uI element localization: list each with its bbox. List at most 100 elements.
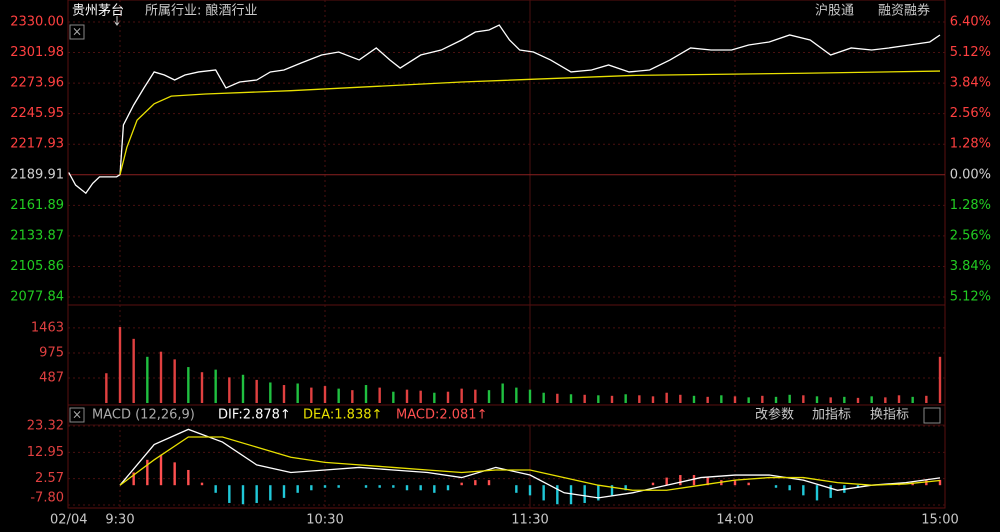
x-tick-label: 14:00 [716,513,753,528]
y2-tick-label: 1.28% [950,137,991,152]
line-series [68,24,941,195]
macd-bar [597,485,600,501]
line-series [119,428,941,499]
volume-bar [501,383,504,403]
volume-bar [884,397,887,403]
volume-bar [392,391,395,403]
volume-bar [733,396,737,403]
macd-bar [938,479,942,486]
macd-bar [337,485,340,488]
y-tick-label: -7.80 [30,491,64,506]
y2-tick-label: 5.12% [950,290,991,305]
macd-bar [255,485,258,503]
y-tick-label: 2161.89 [10,198,64,213]
button[interactable]: 加指标 [812,408,851,423]
y-tick-label: 23.32 [27,419,64,434]
volume-bar [337,388,340,403]
volume-bar [624,394,627,403]
y-tick-label: 1463 [31,320,64,335]
volume-bar [679,394,682,403]
macd-bar [433,485,436,493]
volume-bar [556,393,559,403]
macd-frame [67,404,946,509]
indicator-title: MACD (12,26,9) [92,408,195,423]
volume-bar [214,369,217,403]
volume-bar [282,385,286,403]
macd-bar [925,480,928,486]
y-tick-label: 2189.91 [10,167,64,182]
y-tick-label: 2077.84 [10,290,64,305]
macd-bar [569,485,573,505]
macd-bar [706,477,709,486]
stock-name: 贵州茅台 [72,4,124,19]
volume-bar [187,367,190,403]
x-tick-label: 02/04 [50,513,87,528]
y-tick-label: 2301.98 [10,45,64,60]
macd-bar [282,485,286,498]
y2-tick-label: 2.56% [950,228,991,243]
macd-bar [856,485,860,488]
macd-bar [228,485,231,503]
y2-tick-label: 0.00% [950,167,991,182]
macd-bar [665,477,668,486]
volume-bar [938,356,942,403]
x-tick-label: 15:00 [921,513,958,528]
close-button[interactable]: × [72,25,82,39]
link[interactable]: 沪股通 [815,3,854,19]
macd-bar [405,485,409,491]
macd-bar [364,485,368,488]
volume-bar [255,379,258,403]
volume-bar [310,387,313,403]
volume-bar [146,356,149,403]
volume-bar [870,396,873,403]
volume-bar [460,388,463,403]
macd-bar [419,485,422,491]
line-series [119,70,941,175]
macd-bar [310,485,313,491]
volume-bar [802,395,805,403]
macd-bar [446,485,450,491]
y-tick-label: 975 [39,345,64,360]
volume-bar [446,391,450,403]
volume-bar [583,394,586,403]
volume-bar [665,392,668,403]
price-frame [67,0,946,306]
close-box[interactable] [923,407,941,424]
y2-tick-label: 3.84% [950,259,991,274]
macd-bar [679,475,682,486]
button[interactable]: 改参数 [755,407,794,423]
macd-bar [241,485,245,505]
volume-bar [651,396,655,403]
link[interactable]: 融资融券 [878,3,930,19]
macd-bar [187,469,190,486]
macd-bar [378,485,381,488]
macd-bar [269,485,272,501]
x-tick-label: 10:30 [306,513,343,528]
volume-bar [487,390,491,403]
volume-bar [720,395,723,403]
volume-bar [706,396,709,403]
volume-bar [692,395,696,403]
macd-bar [651,482,655,486]
macd-bar [392,485,395,488]
close-box[interactable] [69,407,85,423]
close-button[interactable]: × [72,408,82,422]
legend-entry: DEA:1.838↑ [303,408,382,423]
y-tick-label: 2330.00 [10,15,64,30]
button[interactable]: 换指标 [870,408,909,423]
y-tick-label: 12.95 [27,445,64,460]
legend-entry: DIF:2.878↑ [218,408,291,423]
macd-bar [556,485,559,505]
macd-bar [200,482,204,486]
macd-bar [515,485,518,493]
volume-bar [200,372,204,403]
industry: 所属行业: 酿酒行业 [145,3,258,19]
y2-tick-label: 3.84% [950,76,991,91]
x-tick-label: 9:30 [105,513,134,528]
volume-bar [761,395,764,403]
macd-bar [829,485,832,498]
macd-bar [323,485,327,488]
close-box[interactable] [69,24,85,40]
macd-bar [132,472,135,486]
